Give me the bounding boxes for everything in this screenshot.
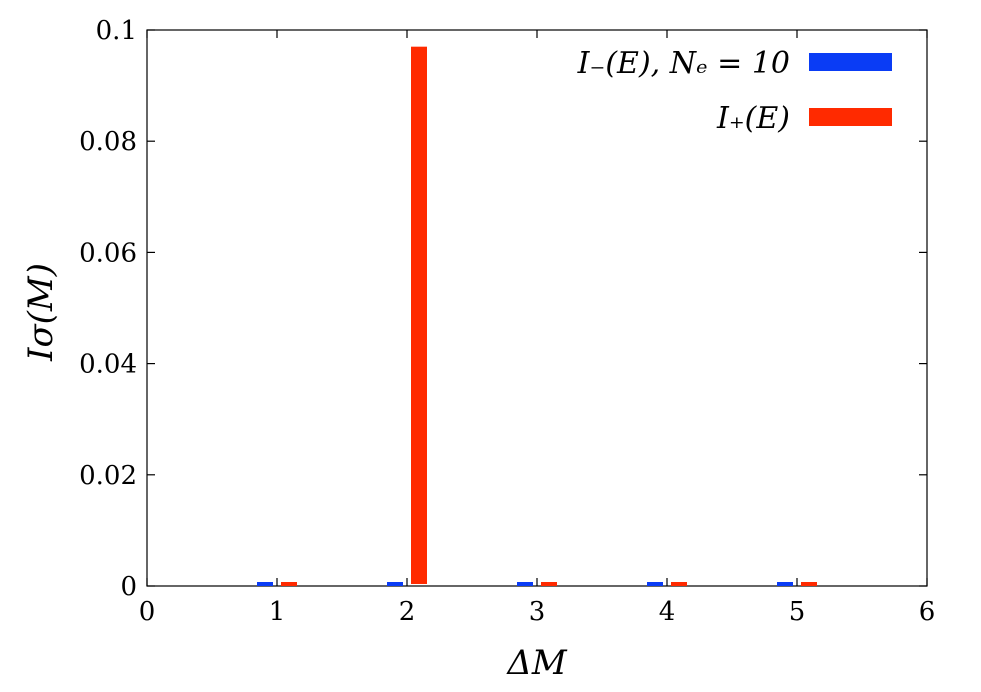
legend-label-series2: I₊(E) [716,101,790,136]
y-tick-label: 0.02 [79,461,137,491]
y-axis-title: Iσ(M) [21,263,61,362]
bar-series2-x5 [801,582,817,586]
x-tick-label: 3 [529,597,546,627]
y-axis-ticks: 0 0.02 0.04 0.06 0.08 0.1 [79,16,927,602]
bar-series1-x2 [387,582,403,586]
x-tick-label: 0 [139,597,156,627]
bar-series1-x1 [257,582,273,586]
bar-series2-x3 [541,582,557,586]
bar-series1-x5 [777,582,793,586]
y-tick-label: 0.04 [79,350,137,380]
legend-swatch-series1 [809,53,892,71]
legend-swatch-series2 [809,108,892,126]
bar-series1-x4 [647,582,663,586]
bar-series2-x1 [281,582,297,586]
y-tick-label: 0.08 [79,127,137,157]
x-tick-label: 5 [789,597,806,627]
bar-series2-x4 [671,582,687,586]
y-tick-label: 0.1 [96,16,137,46]
x-tick-label: 4 [659,597,676,627]
x-axis-title: ΔM [505,643,568,683]
y-tick-label: 0.06 [79,238,137,268]
bar-series1-x3 [517,582,533,586]
x-tick-label: 1 [269,597,286,627]
x-axis-ticks: 0 1 2 3 4 5 6 [139,30,936,627]
y-tick-label: 0 [120,572,137,602]
bars [257,46,817,586]
legend: I₋(E), Nₑ = 10 I₊(E) [577,46,892,136]
x-tick-label: 6 [919,597,936,627]
bar-series2-x2 [411,46,427,585]
x-tick-label: 2 [399,597,416,627]
legend-label-series1: I₋(E), Nₑ = 10 [577,46,790,81]
